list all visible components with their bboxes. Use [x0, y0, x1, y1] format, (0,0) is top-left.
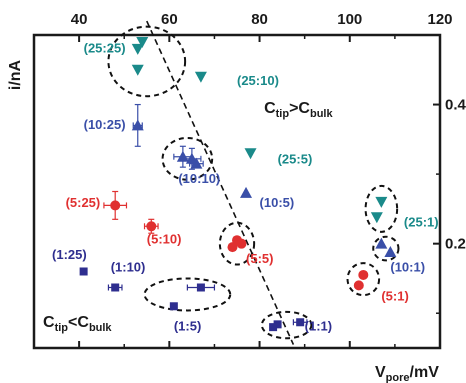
cluster-ellipses	[107, 25, 400, 340]
cluster-ellipse	[346, 262, 381, 297]
triangle-up-marker	[190, 157, 203, 169]
square-marker	[296, 318, 305, 327]
triangle-up-marker	[384, 246, 397, 258]
x-tick-label: 60	[161, 11, 178, 28]
point-annotation: (10:1)	[390, 259, 425, 274]
point-annotation: (1:25)	[52, 247, 87, 262]
point-annotation: (5:25)	[66, 195, 101, 210]
circle-marker	[110, 200, 121, 211]
y-tick-label: 0.4	[445, 97, 466, 114]
triangle-down-marker	[136, 36, 149, 48]
triangle-down-marker	[131, 43, 144, 55]
triangle-down-marker	[131, 64, 144, 76]
cluster-ellipse	[260, 310, 313, 340]
point-annotation: (10:10)	[178, 171, 220, 186]
cluster-ellipse	[107, 25, 187, 98]
axes	[32, 33, 442, 350]
triangle-up-marker	[375, 237, 388, 249]
x-axis-label-unit: /mV	[410, 364, 440, 381]
point-annotation: (25:1)	[404, 214, 439, 229]
data-points	[79, 36, 397, 332]
triangle-down-marker	[194, 71, 207, 83]
point-annotation: (5:5)	[246, 251, 273, 266]
point-annotation: (25:5)	[278, 152, 313, 167]
plot-frame	[32, 33, 442, 350]
y-tick-label: 0.2	[445, 236, 466, 253]
x-axis-label-sub: pore	[386, 372, 410, 383]
point-annotation: (1:1)	[305, 319, 332, 334]
point-annotation: (1:5)	[174, 319, 201, 334]
point-annotation: (5:10)	[147, 232, 182, 247]
square-marker	[196, 283, 205, 292]
triangle-up-marker	[240, 186, 253, 198]
circle-marker	[353, 280, 364, 291]
point-annotation: (10:5)	[260, 195, 295, 210]
cluster-ellipse	[364, 184, 399, 233]
triangle-down-marker	[375, 196, 388, 208]
square-marker	[169, 302, 178, 311]
point-annotation: (25:25)	[84, 40, 126, 55]
point-annotation: (5:1)	[381, 289, 408, 304]
point-annotation: (1:10)	[111, 259, 146, 274]
circle-marker	[146, 221, 157, 232]
axis-ticks: 40 60 80 100 120 0.2 0.4	[33, 11, 466, 348]
x-axis-label-main: V	[375, 364, 386, 381]
y-axis-label: i/nA	[7, 59, 24, 90]
point-annotations: (25:25) (25:10) (10:25) (25:5) (10:10) (10:5)…	[52, 40, 439, 333]
cluster-ellipse	[372, 235, 400, 262]
x-tick-label: 80	[251, 11, 268, 28]
square-marker	[273, 320, 282, 329]
x-tick-label: 120	[427, 11, 452, 28]
region-label-tip-less: Ctip<Cbulk	[43, 314, 112, 334]
triangle-up-marker	[176, 150, 189, 162]
fit-line	[146, 20, 295, 345]
square-marker	[111, 283, 120, 292]
triangle-down-marker	[370, 212, 383, 224]
cluster-ellipse	[218, 221, 256, 266]
cluster-ellipse	[161, 136, 214, 181]
square-marker	[269, 323, 278, 332]
point-annotation: (25:10)	[237, 73, 279, 88]
region-label-tip-greater: Ctip>Cbulk	[264, 100, 333, 120]
circle-marker	[236, 238, 247, 249]
x-axis-label: Vpore/mV	[375, 364, 439, 383]
error-bars	[103, 103, 308, 326]
fit-line-layer	[146, 20, 295, 345]
circle-marker	[358, 269, 369, 280]
point-annotation: (10:25)	[84, 117, 126, 132]
triangle-up-marker	[131, 119, 144, 131]
square-marker	[79, 267, 88, 276]
cluster-ellipse	[143, 277, 232, 312]
x-tick-label: 100	[337, 11, 362, 28]
x-tick-label: 40	[71, 11, 88, 28]
triangle-down-marker	[244, 148, 257, 160]
